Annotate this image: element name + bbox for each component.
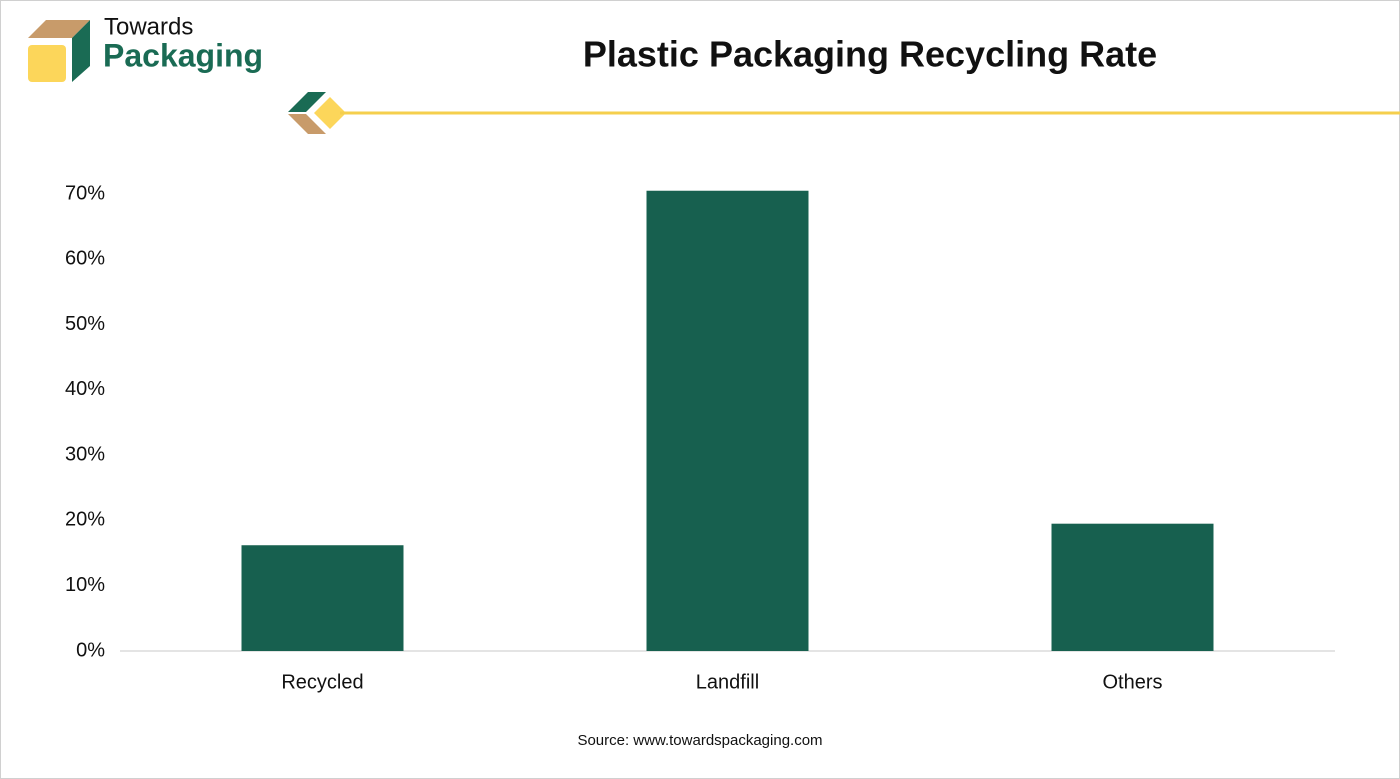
logo-box-top <box>28 20 90 38</box>
logo-line2: Packaging <box>103 37 263 73</box>
source: Source: www.towardspackaging.com <box>577 732 822 749</box>
logo: Towards Packaging <box>28 13 263 82</box>
logo-box-side <box>72 20 90 82</box>
bar <box>241 545 404 651</box>
bar <box>646 190 809 651</box>
ornament-yellow <box>314 97 346 129</box>
x-tick-label: Recycled <box>281 671 363 693</box>
y-tick-label: 60% <box>65 248 105 270</box>
ornament-brown <box>288 114 326 134</box>
y-tick-label: 30% <box>65 443 105 465</box>
y-tick-label: 20% <box>65 509 105 531</box>
header-ornament <box>288 92 1400 134</box>
bar <box>1051 523 1214 651</box>
x-tick-label: Others <box>1102 671 1162 693</box>
x-tick-label: Landfill <box>696 671 759 693</box>
logo-line1: Towards <box>104 13 193 40</box>
chart-title: Plastic Packaging Recycling Rate <box>583 34 1157 75</box>
y-tick-label: 50% <box>65 313 105 335</box>
y-tick-label: 40% <box>65 378 105 400</box>
y-tick-label: 70% <box>65 182 105 204</box>
logo-box-front <box>28 45 66 82</box>
y-tick-label: 0% <box>76 639 105 661</box>
y-tick-label: 10% <box>65 574 105 596</box>
ornament-green <box>288 92 326 112</box>
